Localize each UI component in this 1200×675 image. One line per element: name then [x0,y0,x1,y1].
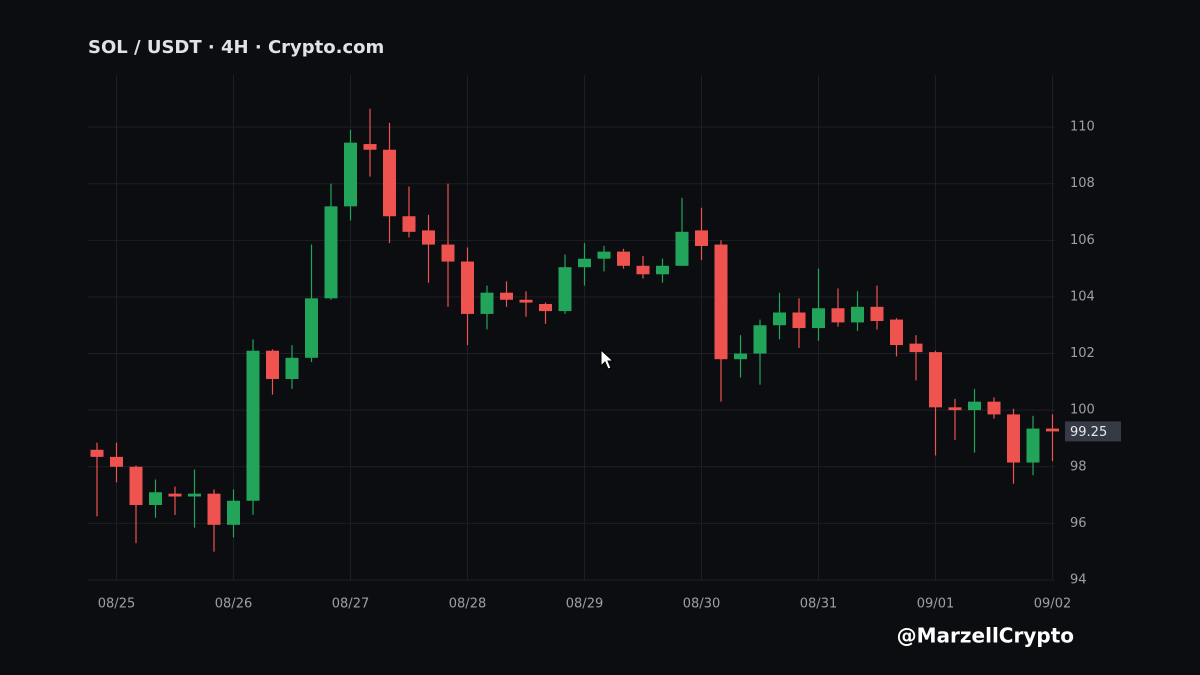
candle-body [519,299,533,303]
candle-body [597,251,611,259]
x-tick-label: 08/29 [566,597,603,612]
candle-body [558,267,572,312]
candle-body [383,149,396,217]
last-price-label: 99.25 [1070,425,1107,440]
candle-body [714,244,728,360]
x-tick-label: 08/31 [800,597,837,612]
chart-title: SOL / USDT · 4H · Crypto.com [88,37,384,58]
x-tick-label: 08/27 [332,597,369,612]
x-tick-label: 09/01 [917,597,954,612]
candle-body [207,493,221,525]
x-tick-label: 08/28 [449,597,486,612]
candle-body [266,350,279,380]
candle-body [695,230,708,246]
candles [90,108,1059,552]
candle-body [363,144,377,150]
y-tick-label: 106 [1070,233,1095,248]
candle-body [948,407,962,411]
candle-body [90,449,104,457]
candle-body [441,244,455,262]
candle-body [812,308,825,329]
candle-body [539,304,552,312]
last-price-box [1065,421,1121,442]
x-tick-label: 08/26 [215,597,252,612]
candle-body [968,401,981,411]
watermark: @MarzellCrypto [897,624,1074,648]
candle-body [285,357,299,380]
candle-body [305,298,318,358]
x-tick-label: 09/02 [1034,597,1071,612]
candle-body [110,456,123,467]
candle-body [987,401,1001,415]
candle-body [851,306,864,323]
candle-body [870,306,884,321]
candle-body [246,350,260,501]
x-tick-label: 08/30 [683,597,720,612]
candle-body [792,312,806,329]
candle-body [636,265,650,275]
candle-body [890,319,903,346]
candle-body [734,353,747,360]
candle-body [773,312,786,326]
candle-body [1046,428,1059,432]
y-tick-label: 96 [1070,516,1087,531]
candle-body [422,230,435,245]
candle-body [675,231,689,266]
candle-body [188,493,201,497]
candle-body [149,492,162,505]
candle-body [617,251,630,266]
candle-body [227,500,240,525]
y-tick-label: 108 [1070,176,1095,191]
candle-body [929,352,942,408]
candle-body [168,493,182,497]
candle-body [129,466,143,505]
candle-body [344,142,357,207]
candle-body [1026,428,1040,463]
candle-body [324,206,338,299]
candle-body [402,216,416,232]
candle-body [909,343,923,353]
y-tick-label: 100 [1070,403,1095,418]
candle-body [831,308,845,323]
candle-body [480,292,494,314]
candle-body [578,258,591,268]
candle-body [656,265,669,275]
candle-body [753,325,767,354]
y-tick-label: 98 [1070,459,1087,474]
y-tick-label: 110 [1070,120,1095,135]
candle-body [461,261,474,314]
cursor [600,348,615,370]
y-tick-label: 94 [1070,573,1087,588]
candle-body [1007,414,1020,463]
x-tick-label: 08/25 [98,597,135,612]
y-tick-label: 102 [1070,346,1095,361]
candle-body [500,292,513,300]
y-tick-label: 104 [1070,289,1095,304]
